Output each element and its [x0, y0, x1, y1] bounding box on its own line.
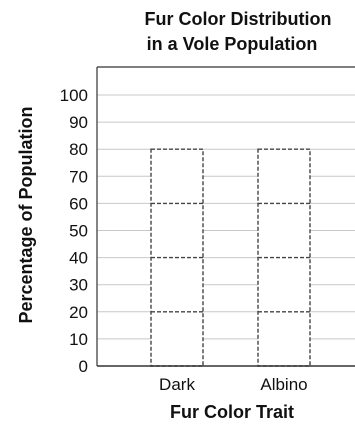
y-tick-label-40: 40	[69, 249, 88, 268]
y-tick-label-20: 20	[69, 303, 88, 322]
y-axis-label: Percentage of Population	[16, 106, 36, 323]
y-tick-label-100: 100	[60, 86, 88, 105]
y-tick-label-0: 0	[79, 357, 88, 376]
y-tick-label-50: 50	[69, 222, 88, 241]
y-tick-label-80: 80	[69, 140, 88, 159]
chart-title-line-2: in a Vole Population	[147, 34, 318, 54]
x-tick-labels: Dark Albino	[159, 375, 308, 394]
y-tick-label-30: 30	[69, 276, 88, 295]
y-tick-label-10: 10	[69, 330, 88, 349]
x-axis-label: Fur Color Trait	[170, 402, 294, 422]
grid-lines	[97, 94, 355, 340]
y-tick-labels: 0 10 20 30 40 50 60 70 80 90 100	[60, 86, 88, 376]
y-tick-label-90: 90	[69, 113, 88, 132]
x-tick-label-albino: Albino	[260, 375, 307, 394]
x-tick-label-dark: Dark	[159, 375, 195, 394]
y-tick-label-70: 70	[69, 167, 88, 186]
y-tick-label-60: 60	[69, 194, 88, 213]
chart-title-line-1: Fur Color Distribution	[145, 9, 332, 29]
chart-title: Fur Color Distribution in a Vole Populat…	[145, 9, 332, 54]
